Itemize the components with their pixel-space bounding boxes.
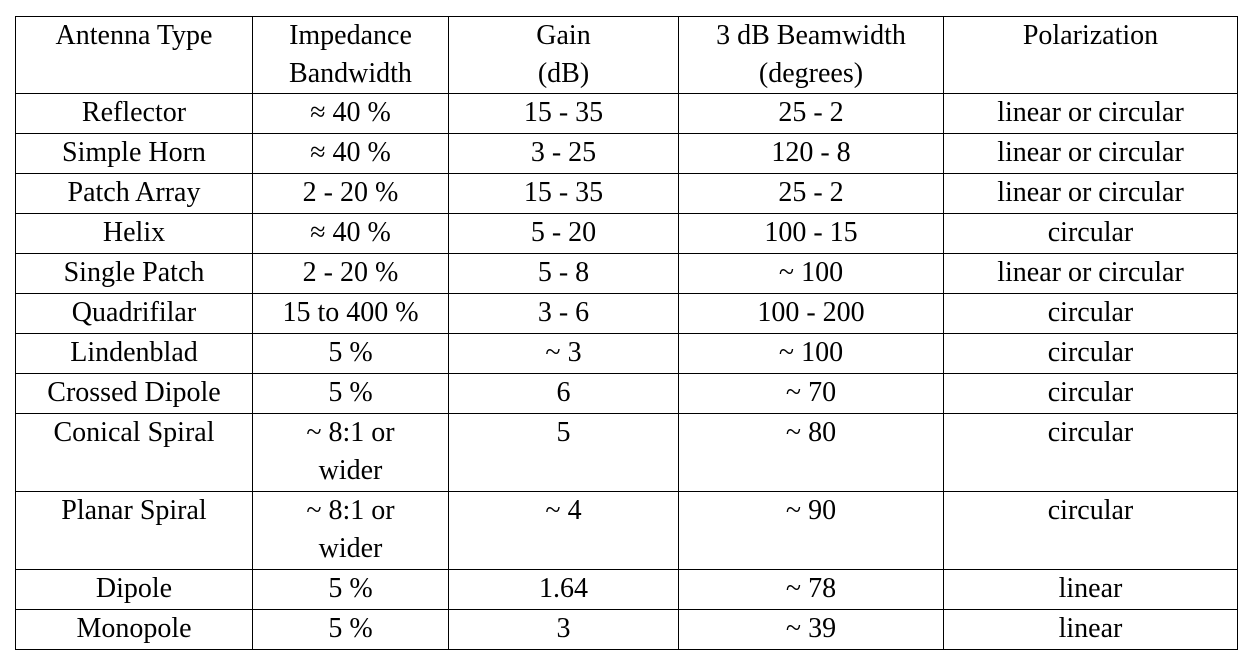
table-cell: circular [943, 373, 1238, 414]
table-row: Lindenblad 5 % ~ 3 ~ 100 circular [15, 333, 1238, 374]
antenna-name: Reflector [15, 93, 253, 134]
table-cell: 15 - 35 [448, 93, 679, 134]
table-cell: ≈ 40 % [252, 133, 449, 174]
table-row: Planar Spiral ~ 8:1 or wider ~ 4 ~ 90 circul… [15, 491, 1238, 570]
table-cell: linear [943, 609, 1238, 650]
table-row: Monopole 5 % 3 ~ 39 linear [15, 609, 1238, 650]
table-row: Simple Horn ≈ 40 % 3 - 25 120 - 8 linear or … [15, 133, 1238, 174]
table-row: Reflector ≈ 40 % 15 - 35 25 - 2 linear or ci… [15, 93, 1238, 134]
table-cell: ~ 80 [678, 413, 944, 492]
table-row: Conical Spiral ~ 8:1 or wider 5 ~ 80 circula… [15, 413, 1238, 492]
antenna-name: Simple Horn [15, 133, 253, 174]
antenna-name: Helix [15, 213, 253, 254]
table-cell: ~ 8:1 or wider [252, 491, 449, 570]
table-cell: 2 - 20 % [252, 173, 449, 214]
antenna-name: Monopole [15, 609, 253, 650]
header-cell: Impedance Bandwidth [252, 16, 449, 94]
table-cell: 6 [448, 373, 679, 414]
table-cell: linear [943, 569, 1238, 610]
table-cell: 5 % [252, 609, 449, 650]
table-cell: 5 % [252, 333, 449, 374]
table-cell: 3 - 25 [448, 133, 679, 174]
table-cell: 25 - 2 [678, 93, 944, 134]
table-cell: 1.64 [448, 569, 679, 610]
table-cell: 5 - 8 [448, 253, 679, 294]
table-cell: circular [943, 293, 1238, 334]
table-cell: linear or circular [943, 93, 1238, 134]
table-cell: 25 - 2 [678, 173, 944, 214]
table-cell: ~ 100 [678, 333, 944, 374]
table-cell: 100 - 200 [678, 293, 944, 334]
table-cell: ~ 39 [678, 609, 944, 650]
table-cell: circular [943, 491, 1238, 570]
table-row: Dipole 5 % 1.64 ~ 78 linear [15, 569, 1238, 610]
header-cell: 3 dB Beamwidth (degrees) [678, 16, 944, 94]
table-cell: ≈ 40 % [252, 93, 449, 134]
antenna-name: Dipole [15, 569, 253, 610]
table-cell: 5 - 20 [448, 213, 679, 254]
header-cell: Polarization [943, 16, 1238, 94]
table-cell: ≈ 40 % [252, 213, 449, 254]
table-cell: circular [943, 333, 1238, 374]
antenna-name: Quadrifilar [15, 293, 253, 334]
table-cell: 3 [448, 609, 679, 650]
table-cell: 100 - 15 [678, 213, 944, 254]
table-cell: ~ 4 [448, 491, 679, 570]
antenna-name: Patch Array [15, 173, 253, 214]
table-row: Quadrifilar 15 to 400 % 3 - 6 100 - 200 circ… [15, 293, 1238, 334]
antenna-table: Antenna Type Impedance Bandwidth Gain (dB)… [15, 16, 1238, 650]
header-row: Antenna Type Impedance Bandwidth Gain (dB)… [15, 16, 1238, 94]
table-cell: linear or circular [943, 133, 1238, 174]
table-cell: linear or circular [943, 253, 1238, 294]
table-cell: ~ 90 [678, 491, 944, 570]
table-cell: 15 to 400 % [252, 293, 449, 334]
table-cell: linear or circular [943, 173, 1238, 214]
antenna-name: Crossed Dipole [15, 373, 253, 414]
table-cell: ~ 70 [678, 373, 944, 414]
table-row: Patch Array 2 - 20 % 15 - 35 25 - 2 linear o… [15, 173, 1238, 214]
table-cell: ~ 100 [678, 253, 944, 294]
table-row: Helix ≈ 40 % 5 - 20 100 - 15 circular [15, 213, 1238, 254]
table-body: Reflector ≈ 40 % 15 - 35 25 - 2 linear or ci… [15, 93, 1238, 650]
table-cell: 5 % [252, 569, 449, 610]
table-row: Single Patch 2 - 20 % 5 - 8 ~ 100 linear or … [15, 253, 1238, 294]
table-cell: 3 - 6 [448, 293, 679, 334]
table-cell: ~ 3 [448, 333, 679, 374]
antenna-name: Conical Spiral [15, 413, 253, 492]
table-cell: 5 [448, 413, 679, 492]
table-row: Crossed Dipole 5 % 6 ~ 70 circular [15, 373, 1238, 414]
antenna-name: Lindenblad [15, 333, 253, 374]
table-cell: ~ 8:1 or wider [252, 413, 449, 492]
table-cell: ~ 78 [678, 569, 944, 610]
antenna-name: Planar Spiral [15, 491, 253, 570]
table-cell: circular [943, 413, 1238, 492]
header-cell: Antenna Type [15, 16, 253, 94]
antenna-name: Single Patch [15, 253, 253, 294]
table-cell: 15 - 35 [448, 173, 679, 214]
table-cell: 120 - 8 [678, 133, 944, 174]
table-cell: 5 % [252, 373, 449, 414]
table-cell: circular [943, 213, 1238, 254]
table-cell: 2 - 20 % [252, 253, 449, 294]
header-cell: Gain (dB) [448, 16, 679, 94]
